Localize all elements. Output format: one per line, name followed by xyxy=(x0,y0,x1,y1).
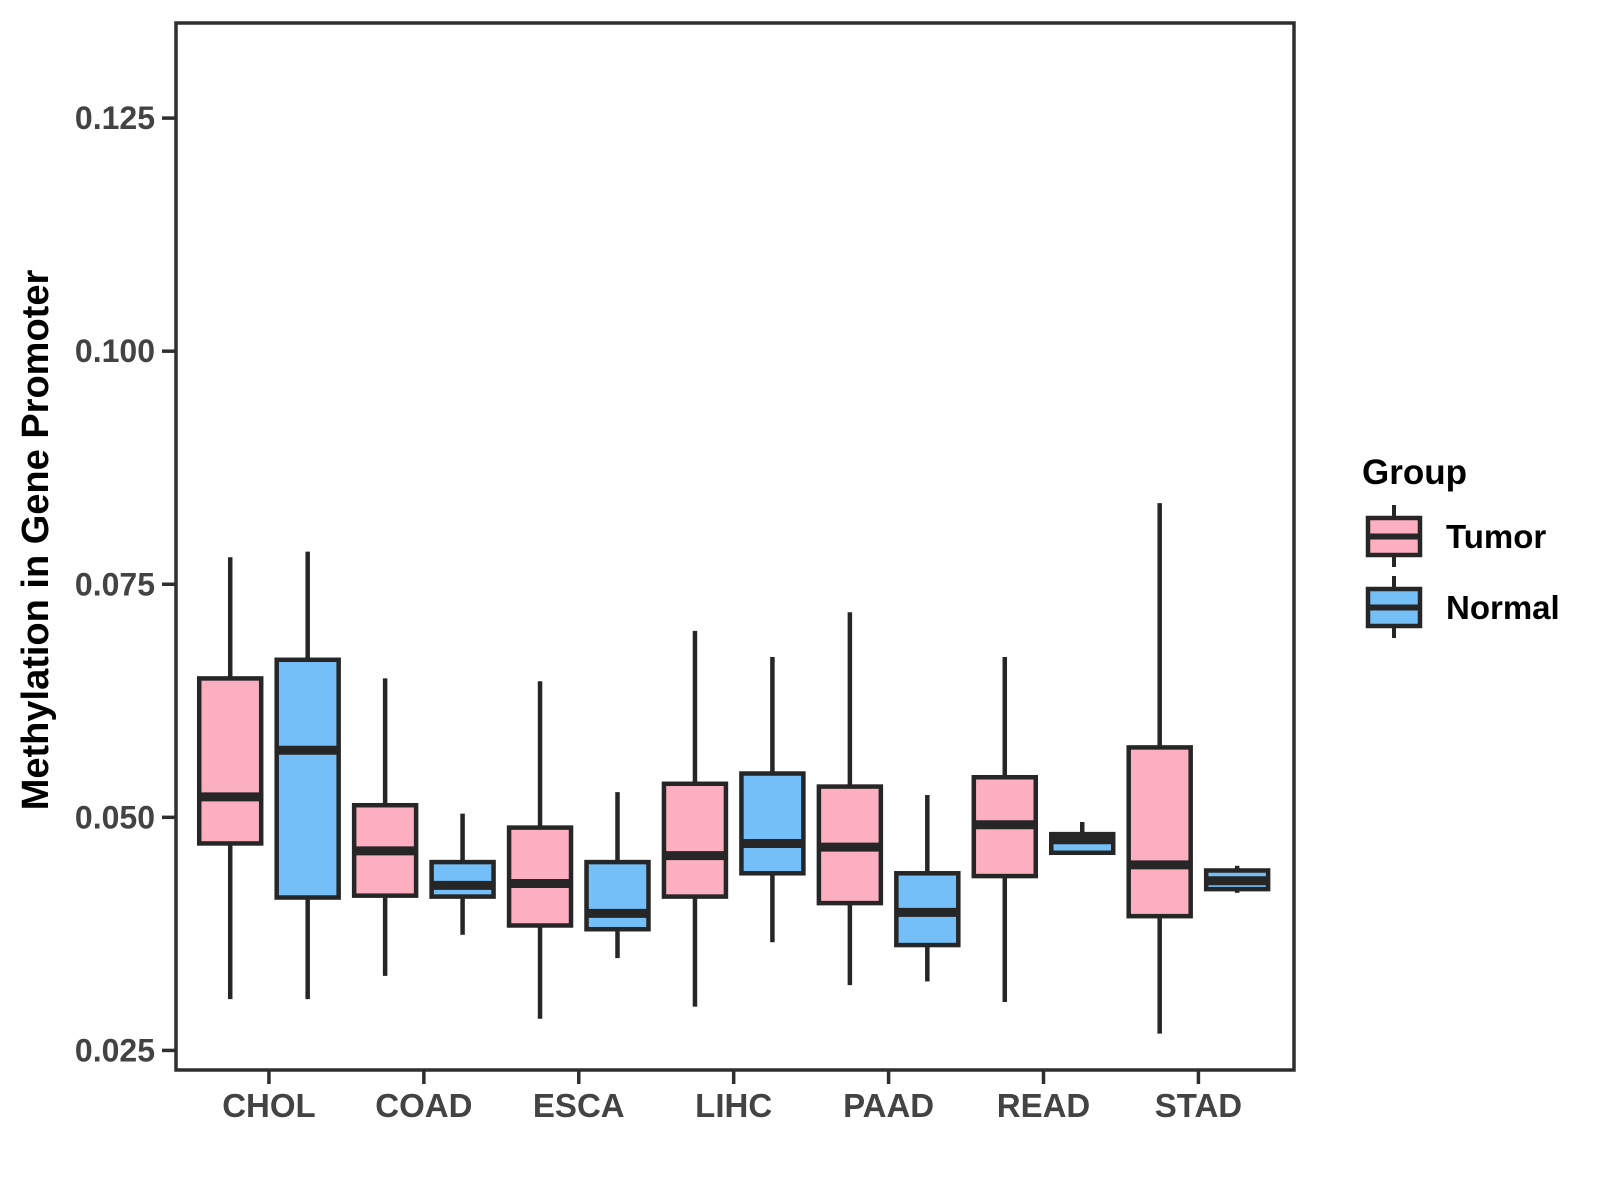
boxes-layer xyxy=(196,503,1271,1034)
y-tick-label: 0.050 xyxy=(75,799,155,835)
boxplot-read-tumor xyxy=(971,656,1039,1002)
iqr-box xyxy=(196,676,264,846)
x-tick-label-stad: STAD xyxy=(1155,1087,1242,1124)
iqr-box xyxy=(661,781,729,899)
boxplot-coad-normal xyxy=(429,813,496,935)
iqr-box xyxy=(274,657,341,900)
y-tick-label: 0.100 xyxy=(75,333,155,369)
x-tick-label-coad: COAD xyxy=(375,1087,472,1124)
y-tick-label: 0.125 xyxy=(75,100,155,136)
x-tick-label-chol: CHOL xyxy=(222,1087,316,1124)
iqr-box xyxy=(1126,745,1193,919)
x-tick-label-paad: PAAD xyxy=(843,1087,934,1124)
legend-normal-label: Normal xyxy=(1446,589,1560,626)
boxplot-esca-normal xyxy=(584,792,651,959)
iqr-box xyxy=(739,771,806,876)
boxplot-stad-tumor xyxy=(1126,503,1193,1034)
iqr-box xyxy=(429,859,496,899)
x-axis-layer: CHOL COAD ESCA LIHC PAAD READ STAD xyxy=(222,1070,1242,1124)
boxplot-paad-normal xyxy=(894,794,961,982)
legend-entry-tumor: Tumor xyxy=(1365,505,1546,567)
iqr-box xyxy=(506,825,574,928)
legend-entry-normal: Normal xyxy=(1365,576,1560,638)
x-tick-label-esca: ESCA xyxy=(533,1087,625,1124)
boxplot-esca-tumor xyxy=(506,681,574,1019)
iqr-box xyxy=(584,859,651,932)
boxplot-stad-normal xyxy=(1203,865,1271,893)
x-tick-label-lihc: LIHC xyxy=(695,1087,772,1124)
legend: Group Tumor Normal xyxy=(1362,453,1560,638)
boxplot-lihc-tumor xyxy=(661,630,729,1007)
y-axis-layer: 0.025 0.050 0.075 0.100 0.125 xyxy=(75,100,176,1068)
boxplot-chol-normal xyxy=(274,551,341,1000)
boxplot-coad-tumor xyxy=(351,678,419,976)
y-tick-label: 0.075 xyxy=(75,566,155,602)
boxplot-lihc-normal xyxy=(739,656,806,943)
y-tick-label: 0.025 xyxy=(75,1032,155,1068)
boxplot-chol-tumor xyxy=(196,557,264,1000)
boxplot-read-normal xyxy=(1049,822,1116,856)
plot-panel-border xyxy=(174,21,1296,1072)
x-tick-label-read: READ xyxy=(997,1087,1091,1124)
legend-title: Group xyxy=(1362,453,1467,492)
y-axis-title: Methylation in Gene Promoter xyxy=(15,270,57,811)
legend-tumor-label: Tumor xyxy=(1446,518,1546,555)
boxplot-paad-tumor xyxy=(816,612,884,986)
